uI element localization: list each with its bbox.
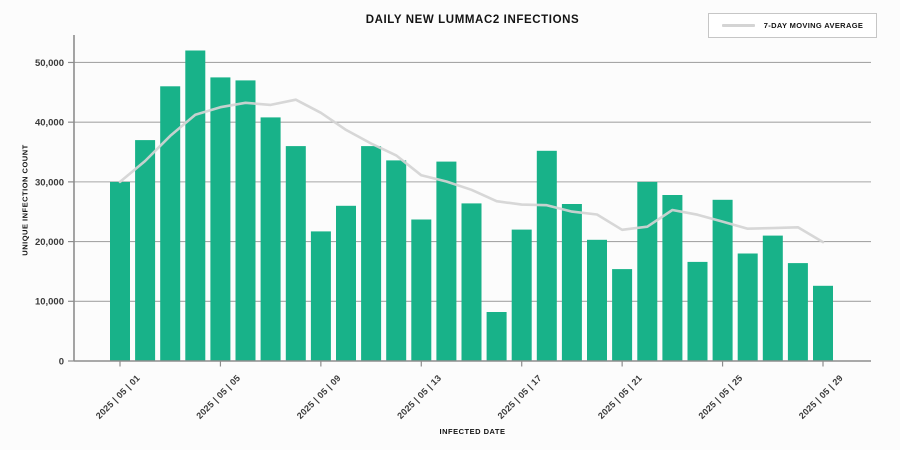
bar	[185, 50, 206, 361]
bar	[235, 80, 256, 362]
bar	[461, 203, 482, 361]
bar	[662, 195, 683, 361]
y-tick-label: 0	[59, 356, 64, 367]
bar	[336, 205, 356, 361]
bar	[637, 181, 658, 361]
x-tick-label: 2025 | 05 | 05	[194, 373, 242, 421]
x-tick-label: 2025 | 05 | 29	[797, 373, 845, 421]
bar	[737, 253, 758, 361]
x-tick-label: 2025 | 05 | 21	[596, 373, 644, 421]
x-tick-label: 2025 | 05 | 01	[94, 373, 142, 421]
moving-average-line-swatch	[721, 24, 755, 27]
bar	[511, 229, 532, 361]
bar	[260, 117, 281, 362]
bar	[285, 146, 306, 361]
bar	[411, 219, 432, 361]
bar	[587, 239, 607, 361]
bar	[813, 285, 833, 361]
bar	[787, 263, 808, 361]
bar	[687, 261, 708, 361]
y-tick-label: 10,000	[35, 297, 64, 308]
y-tick-label: 50,000	[35, 58, 64, 69]
chart-title: DAILY NEW LUMMAC2 INFECTIONS	[365, 14, 580, 26]
x-axis-title: INFECTED DATE	[439, 427, 506, 436]
bar	[361, 146, 382, 361]
x-tick-label: 2025 | 05 | 13	[395, 373, 443, 421]
bar	[386, 160, 407, 361]
bar	[310, 231, 331, 361]
y-tick-label: 40,000	[35, 118, 64, 129]
x-tick-label: 2025 | 05 | 09	[295, 373, 343, 421]
bar	[762, 235, 783, 361]
bar	[135, 140, 156, 361]
bar	[210, 77, 231, 362]
bar	[712, 199, 733, 361]
y-tick-label: 20,000	[35, 237, 64, 248]
bar	[536, 150, 557, 361]
y-tick-label: 30,000	[35, 177, 64, 188]
bar	[561, 204, 582, 361]
legend: 7-DAY MOVING AVERAGE	[708, 13, 877, 38]
x-tick-label: 2025 | 05 | 17	[496, 373, 544, 421]
y-axis-title: UNIQUE INFECTION COUNT	[20, 144, 30, 256]
bar	[160, 86, 181, 362]
bar	[612, 269, 633, 361]
legend-label: 7-DAY MOVING AVERAGE	[763, 21, 864, 30]
bar	[110, 181, 130, 361]
x-tick-label: 2025 | 05 | 25	[696, 373, 744, 421]
bar	[486, 312, 507, 361]
bar	[436, 161, 457, 361]
moving-average-line	[118, 98, 825, 244]
